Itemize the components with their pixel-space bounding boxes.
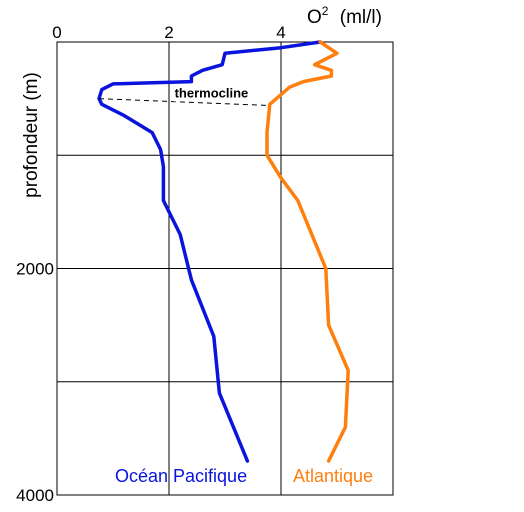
x-axis-label-superscript: 2: [322, 4, 329, 18]
y-tick-label: 2000: [16, 260, 54, 279]
x-axis-label-main: O: [307, 7, 322, 28]
annotations: thermocline: [98, 85, 268, 106]
plot-frame: [56, 41, 394, 496]
x-tick-label: 4: [276, 23, 285, 42]
annotation-background: [173, 85, 264, 102]
x-axis-label: O2 (ml/l): [307, 4, 382, 28]
y-axis-label: profondeur (m): [21, 72, 42, 198]
axes: [56, 41, 394, 496]
data-series: [97, 40, 350, 463]
thermocline-dashed-line: [98, 98, 268, 106]
series-line-pacifique: [97, 40, 322, 463]
thermocline-label: thermocline: [175, 85, 249, 100]
legend-label-pacifique: Océan Pacifique: [115, 466, 247, 486]
legend-label-atlantique: Atlantique: [293, 466, 373, 486]
x-axis-label-unit: (ml/l): [334, 7, 381, 28]
x-tick-label: 0: [52, 23, 61, 42]
y-tick-label: 4000: [16, 486, 54, 505]
x-tick-label: 2: [164, 23, 173, 42]
grid-lines: [57, 42, 393, 495]
series-line-atlantique: [265, 40, 350, 463]
